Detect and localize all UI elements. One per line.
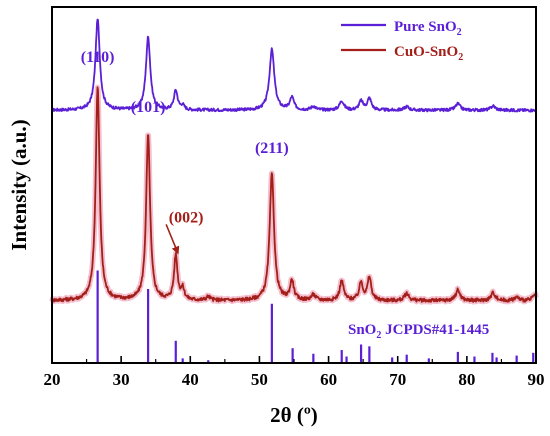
legend-label-pure: Pure SnO2 — [394, 19, 462, 38]
peak-annotation-0: (110) — [81, 49, 115, 66]
series-lines — [49, 18, 539, 305]
reference-label-main: SnO — [348, 322, 376, 338]
x-ticks: 20 30 40 50 60 70 80 90 — [44, 356, 545, 389]
series-line-cuo — [51, 86, 537, 303]
peak-annotation-1: (101) — [131, 99, 166, 116]
x-tick-label-3: 50 — [251, 370, 268, 389]
peak-annotation-3: (002) — [169, 209, 204, 226]
reference-label-rest: JCPDS#41-1445 — [381, 322, 489, 338]
legend-label-cuo-sub: 2 — [458, 52, 463, 63]
series-line-pure — [51, 18, 537, 113]
x-tick-label-0: 20 — [44, 370, 61, 389]
y-axis-title: Intensity (a.u.) — [7, 119, 31, 250]
legend-label-cuo-main: CuO-SnO — [394, 44, 458, 60]
legend-label-cuo: CuO-SnO2 — [394, 44, 463, 63]
reference-lines — [96, 270, 535, 363]
x-tick-label-6: 80 — [458, 370, 475, 389]
x-tick-label-2: 40 — [182, 370, 199, 389]
peak-annotation-2: (211) — [255, 140, 289, 157]
x-axis-title: 2θ (º) — [270, 403, 318, 427]
x-tick-label-1: 30 — [113, 370, 130, 389]
x-tick-label-7: 90 — [528, 370, 545, 389]
peak-annotations: (110) (101) (211) (002) — [81, 49, 289, 255]
legend-label-pure-main: Pure SnO — [394, 19, 457, 35]
peak-annotation-arrow-3 — [165, 224, 180, 255]
plot-frame — [51, 6, 537, 364]
reference-label: SnO2 JCPDS#41-1445 — [348, 322, 489, 341]
x-tick-label-5: 70 — [389, 370, 406, 389]
series-glow-cuo — [49, 84, 539, 305]
legend: Pure SnO2 CuO-SnO2 — [341, 19, 463, 63]
reference-label-sub: 2 — [376, 330, 381, 341]
x-tick-label-4: 60 — [320, 370, 337, 389]
legend-label-pure-sub: 2 — [457, 27, 462, 38]
